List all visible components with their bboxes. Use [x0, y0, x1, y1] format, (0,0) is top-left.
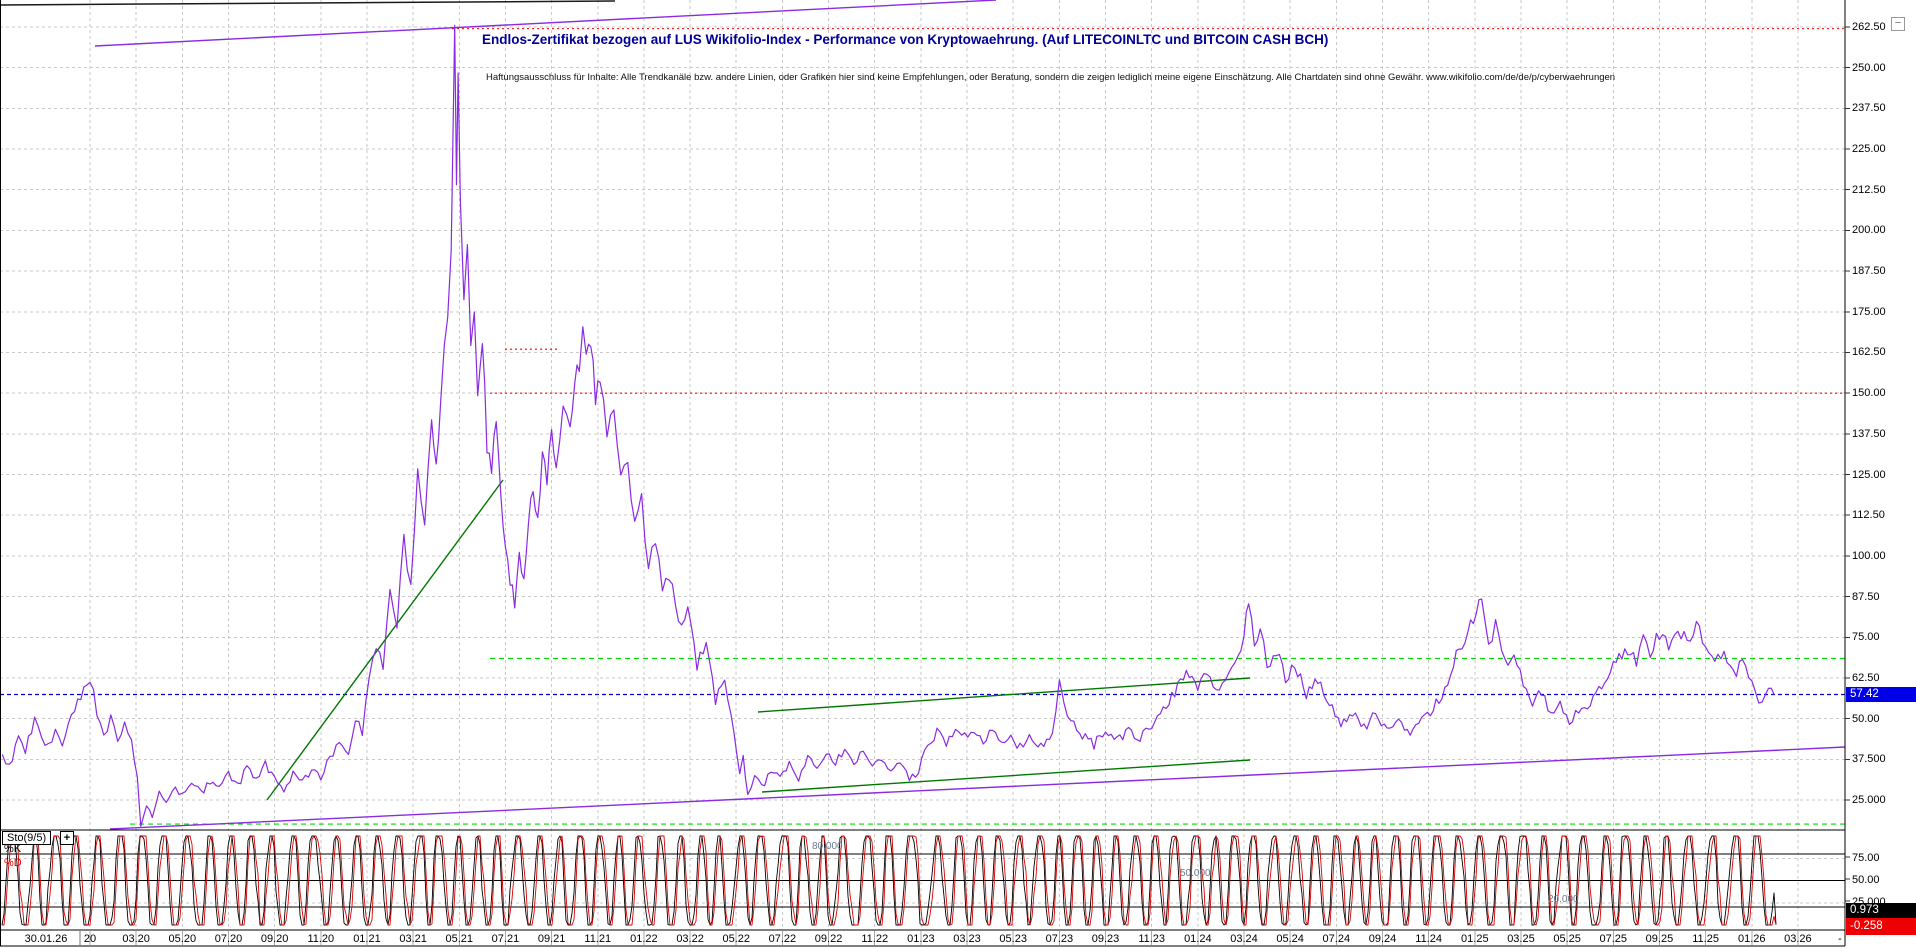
x-axis-label: 11.22: [861, 933, 889, 945]
y-axis-label: 150.00: [1852, 387, 1886, 400]
x-axis-label: 03.26: [1784, 933, 1812, 945]
x-axis-label: 03.23: [953, 933, 981, 945]
x-axis-label: 05.22: [722, 933, 750, 945]
y-axis-label: 50.00: [1852, 712, 1880, 725]
x-axis-label: 03.22: [676, 933, 704, 945]
x-axis-label: 07.24: [1322, 933, 1351, 945]
last-price-badge: 57.42: [1846, 687, 1916, 702]
y-axis-label: 175.00: [1852, 305, 1886, 318]
y-axis-label: 225.00: [1852, 143, 1886, 156]
x-axis-label: 01.21: [353, 933, 381, 945]
x-axis-label: 20: [83, 933, 97, 945]
y-axis-label: 37.500: [1852, 753, 1886, 766]
stochastic-d-line: [2, 835, 1777, 926]
y-axis-label: 125.00: [1852, 468, 1886, 481]
chart-disclaimer: Haftungsausschluss für Inhalte: Alle Tre…: [486, 72, 1616, 83]
x-axis-label: 09.23: [1091, 933, 1120, 945]
percent-d-label: %D: [4, 857, 22, 869]
x-axis-label: 03.25: [1507, 933, 1535, 945]
x-axis-label: 01.22: [630, 933, 658, 945]
price-line: [1, 24, 1775, 827]
panel-level-label: 20.000: [1548, 894, 1579, 906]
current-date-label: 30.01.26: [24, 933, 68, 945]
x-axis-label: 05.25: [1553, 933, 1581, 945]
y-axis-label: 200.00: [1852, 224, 1886, 237]
stochastic-indicator-button[interactable]: Sto(9/5): [2, 831, 52, 845]
y-axis-label: 212.50: [1852, 183, 1886, 196]
x-axis-label: 09.22: [814, 933, 843, 945]
y-axis-label: 100.00: [1852, 549, 1886, 562]
x-axis-label: 11.23: [1138, 933, 1166, 945]
x-axis-label: 11.21: [584, 933, 612, 945]
panel-y-axis-label: 75.00: [1852, 852, 1880, 864]
x-axis-label: 07.20: [214, 933, 243, 945]
x-axis-label: 03.20: [122, 933, 150, 945]
y-axis-label: 112.50: [1852, 509, 1885, 522]
x-axis-label: 11.25: [1692, 933, 1719, 945]
trendline: [0, 0, 616, 6]
y-axis-label: 137.50: [1852, 427, 1886, 440]
x-axis-label: 03.21: [399, 933, 427, 945]
x-axis-label: 07.21: [491, 933, 520, 945]
y-axis-label: 62.50: [1852, 671, 1880, 684]
x-axis-label: 03.24: [1230, 933, 1258, 945]
x-axis-label: 11.24: [1415, 933, 1442, 945]
trendline: [757, 677, 1251, 713]
y-axis-label: 250.00: [1852, 61, 1886, 74]
stochastic-k-line: [1, 835, 1777, 926]
panel-level-label: 50.000: [1180, 867, 1211, 879]
x-axis-label: 09.25: [1645, 933, 1674, 945]
x-axis-label: 09.21: [537, 933, 566, 945]
trendline: [94, 0, 997, 47]
x-axis-label: 09.20: [260, 933, 289, 945]
x-axis-label: 11.20: [307, 933, 335, 945]
x-axis-label: 01.26: [1737, 933, 1766, 945]
x-axis-label: 05.20: [168, 933, 197, 945]
x-axis-label: 07.23: [1045, 933, 1074, 945]
x-axis-label: 05.24: [1276, 933, 1304, 945]
x-axis-label: 07.22: [768, 933, 797, 945]
stochastic-k-badge: 0.973: [1846, 903, 1916, 918]
chart-title: Endlos-Zertifikat bezogen auf LUS Wikifo…: [482, 32, 1329, 47]
y-axis-label: 162.50: [1852, 346, 1886, 359]
trendline: [109, 746, 1846, 830]
collapse-button[interactable]: −: [1891, 17, 1905, 31]
x-axis-label: 07.25: [1599, 933, 1628, 945]
x-axis-label: 01.23: [907, 933, 935, 945]
x-axis-label: 05.21: [445, 933, 474, 945]
add-indicator-button[interactable]: +: [60, 831, 74, 845]
y-axis-label: 25.000: [1852, 794, 1886, 806]
panel-level-label: 80.000: [812, 840, 843, 852]
y-axis-label: 237.50: [1852, 102, 1886, 115]
x-axis-label: 05.23: [999, 933, 1027, 945]
stochastic-d-badge: -0.258: [1846, 918, 1916, 935]
y-axis-label: 262.50: [1852, 21, 1886, 33]
trendline: [761, 759, 1251, 793]
y-axis-label: 87.50: [1852, 590, 1880, 603]
x-axis-end-label: -: [1838, 933, 1842, 945]
x-axis-label: 01.24: [1184, 933, 1212, 945]
y-axis-label: 75.00: [1852, 631, 1880, 644]
panel-y-axis-label: 50.00: [1852, 874, 1880, 886]
x-axis-label: 09.24: [1368, 933, 1397, 945]
percent-k-label: %K: [4, 843, 22, 855]
x-axis-label: 01.25: [1461, 933, 1489, 945]
y-axis-label: 187.50: [1852, 265, 1886, 278]
